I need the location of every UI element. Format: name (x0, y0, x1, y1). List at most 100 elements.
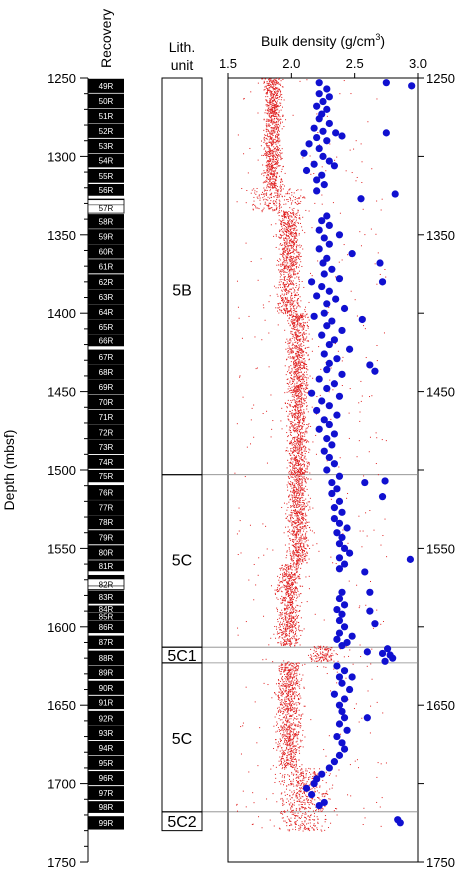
logging-dot (287, 435, 289, 437)
logging-dot (286, 299, 288, 301)
logging-dot (287, 244, 289, 246)
logging-dot (299, 407, 301, 409)
logging-dot (298, 517, 300, 519)
logging-dot (286, 223, 288, 225)
logging-dot (265, 124, 267, 126)
logging-dot (292, 227, 294, 229)
logging-dot (291, 216, 293, 218)
logging-dot (290, 239, 292, 241)
logging-dot (297, 567, 299, 569)
logging-dot (290, 463, 292, 465)
logging-dot (282, 251, 284, 253)
logging-dot (286, 432, 288, 434)
logging-dot (346, 497, 348, 499)
logging-dot (289, 226, 291, 228)
logging-dot (287, 192, 289, 194)
logging-dot (276, 597, 278, 599)
logging-dot (269, 202, 271, 204)
logging-dot (330, 418, 332, 420)
logging-dot (289, 196, 291, 198)
logging-dot (290, 332, 292, 334)
logging-dot (376, 360, 378, 362)
logging-dot (295, 412, 297, 414)
logging-dot (292, 426, 294, 428)
logging-dot (278, 165, 280, 167)
logging-dot (365, 357, 367, 359)
logging-dot (303, 494, 305, 496)
logging-dot (291, 625, 293, 627)
logging-dot (296, 517, 298, 519)
logging-dot (381, 198, 383, 200)
logging-dot (317, 132, 319, 134)
logging-dot (360, 245, 362, 247)
logging-dot (268, 167, 270, 169)
logging-dot (306, 314, 308, 316)
logging-dot (293, 454, 295, 456)
logging-dot (292, 560, 294, 562)
logging-dot (245, 202, 247, 204)
logging-dot (263, 190, 265, 192)
logging-dot (296, 417, 298, 419)
logging-dot (276, 173, 278, 175)
logging-dot (290, 270, 292, 272)
logging-dot (297, 605, 299, 607)
logging-dot (298, 627, 300, 629)
logging-dot (304, 367, 306, 369)
logging-dot (296, 611, 298, 613)
logging-dot (271, 134, 273, 136)
logging-dot (296, 561, 298, 563)
logging-dot (290, 308, 292, 310)
logging-dot (296, 319, 298, 321)
logging-dot (294, 386, 296, 388)
logging-dot (297, 548, 299, 550)
logging-dot (270, 137, 272, 139)
logging-dot (281, 582, 283, 584)
logging-dot (290, 392, 292, 394)
logging-dot (305, 439, 307, 441)
logging-dot (307, 387, 309, 389)
logging-dot (307, 478, 309, 480)
logging-dot (299, 365, 301, 367)
logging-dot (294, 290, 296, 292)
logging-dot (291, 225, 293, 227)
logging-dot (269, 136, 271, 138)
logging-dot (305, 322, 307, 324)
logging-dot (308, 558, 310, 560)
logging-dot (312, 507, 314, 509)
lith-unit-label: 5C (172, 731, 192, 748)
logging-dot (289, 221, 291, 223)
logging-dot (308, 423, 310, 425)
logging-dot (272, 201, 274, 203)
logging-dot (296, 478, 298, 480)
logging-dot (268, 111, 270, 113)
logging-dot (298, 364, 300, 366)
logging-dot (303, 365, 305, 367)
logging-dot (289, 240, 291, 242)
logging-dot (299, 356, 301, 358)
logging-dot (263, 175, 265, 177)
logging-dot (291, 495, 293, 497)
logging-dot (364, 234, 366, 236)
logging-dot (289, 518, 291, 520)
logging-dot (301, 314, 303, 316)
logging-dot (306, 379, 308, 381)
logging-dot (286, 248, 288, 250)
logging-dot (300, 383, 302, 385)
logging-dot (296, 449, 298, 451)
logging-dot (309, 508, 311, 510)
logging-dot (291, 350, 293, 352)
logging-dot (274, 155, 276, 157)
logging-dot (297, 429, 299, 431)
logging-dot (301, 345, 303, 347)
logging-dot (298, 197, 300, 199)
logging-dot (282, 305, 284, 307)
logging-dot (330, 367, 332, 369)
logging-dot (293, 387, 295, 389)
logging-dot (276, 199, 278, 201)
logging-dot (296, 423, 298, 425)
logging-dot (297, 356, 299, 358)
logging-dot (284, 265, 286, 267)
logging-dot (297, 272, 299, 274)
logging-dot (297, 421, 299, 423)
logging-dot (307, 504, 309, 506)
